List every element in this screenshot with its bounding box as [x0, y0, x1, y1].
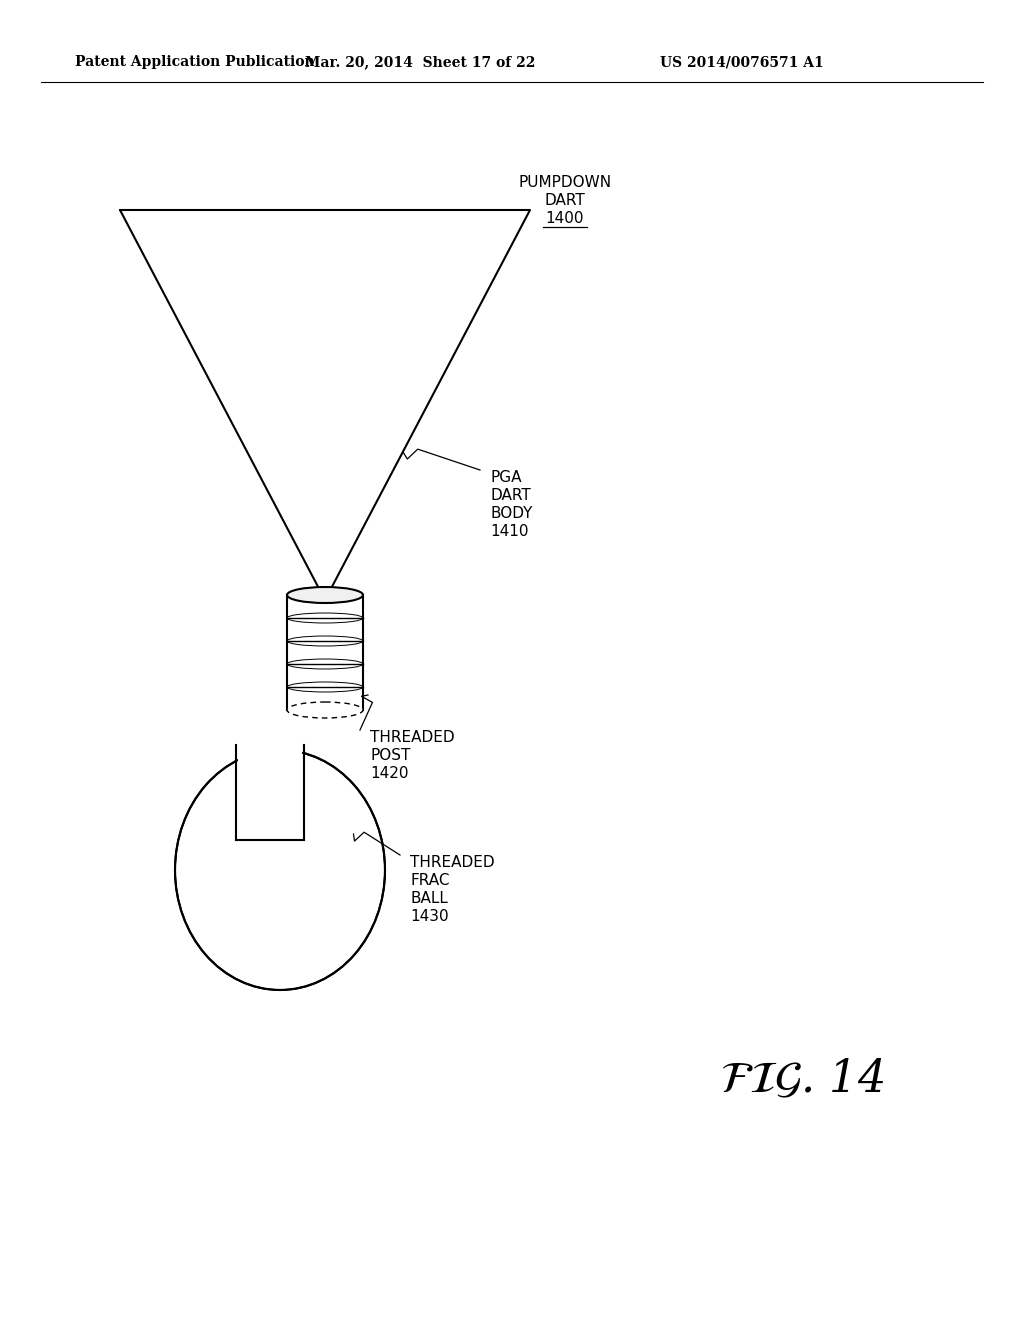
Text: 1430: 1430: [410, 909, 449, 924]
Text: Patent Application Publication: Patent Application Publication: [75, 55, 314, 69]
Text: DART: DART: [490, 488, 530, 503]
Text: Mar. 20, 2014  Sheet 17 of 22: Mar. 20, 2014 Sheet 17 of 22: [305, 55, 536, 69]
Text: THREADED: THREADED: [410, 855, 495, 870]
Text: DART: DART: [545, 193, 586, 209]
Text: US 2014/0076571 A1: US 2014/0076571 A1: [660, 55, 823, 69]
Ellipse shape: [287, 702, 362, 718]
Text: BALL: BALL: [410, 891, 447, 906]
Ellipse shape: [287, 587, 362, 603]
Ellipse shape: [175, 750, 385, 990]
Text: 1400: 1400: [546, 211, 585, 226]
Text: FRAC: FRAC: [410, 873, 450, 888]
Bar: [238, 744, 302, 840]
Text: PUMPDOWN: PUMPDOWN: [518, 176, 611, 190]
Text: THREADED: THREADED: [370, 730, 455, 744]
Bar: [236, 744, 304, 840]
Text: 1420: 1420: [370, 766, 409, 781]
Text: PGA: PGA: [490, 470, 521, 484]
Text: BODY: BODY: [490, 506, 532, 521]
Text: $\mathcal{FIG}$. 14: $\mathcal{FIG}$. 14: [720, 1059, 884, 1102]
Text: POST: POST: [370, 748, 411, 763]
Text: 1410: 1410: [490, 524, 528, 539]
